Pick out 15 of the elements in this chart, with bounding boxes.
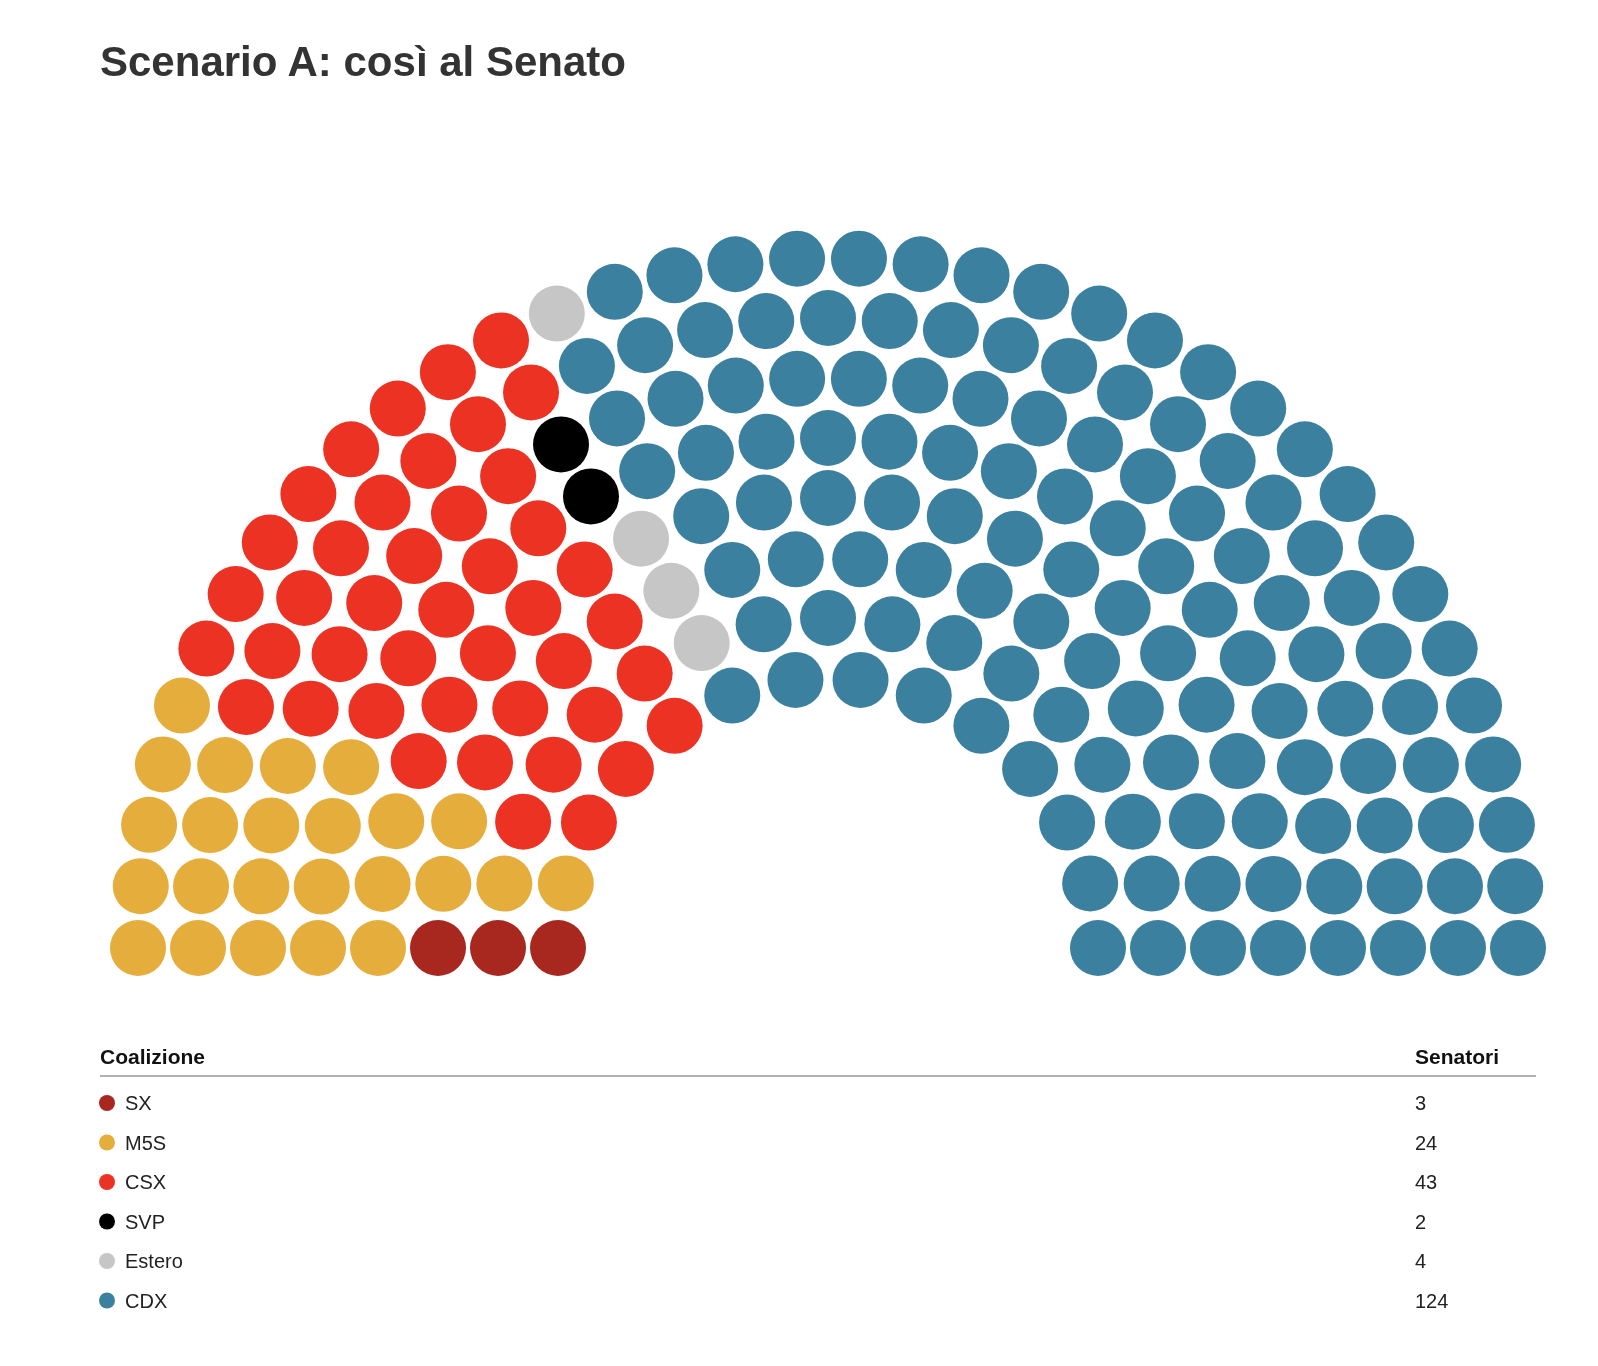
category-label: SX <box>125 1092 152 1114</box>
data-label: 4 <box>1415 1250 1427 1272</box>
category-label: M5S <box>125 1131 167 1154</box>
category-label: SVP <box>125 1210 166 1233</box>
text: Senatori <box>1415 1045 1500 1068</box>
text: Scenario A: così al Senato <box>100 38 626 85</box>
data-label: 3 <box>1415 1092 1427 1114</box>
category-label: CDX <box>125 1289 168 1312</box>
category-label: Estero <box>125 1250 183 1272</box>
data-label: 124 <box>1415 1289 1449 1312</box>
data-label: 24 <box>1415 1131 1438 1154</box>
data-label: 43 <box>1415 1171 1438 1193</box>
category-label: CSX <box>125 1171 167 1193</box>
legend-title: Coalizione <box>100 1045 206 1068</box>
data-label: 2 <box>1415 1210 1427 1233</box>
